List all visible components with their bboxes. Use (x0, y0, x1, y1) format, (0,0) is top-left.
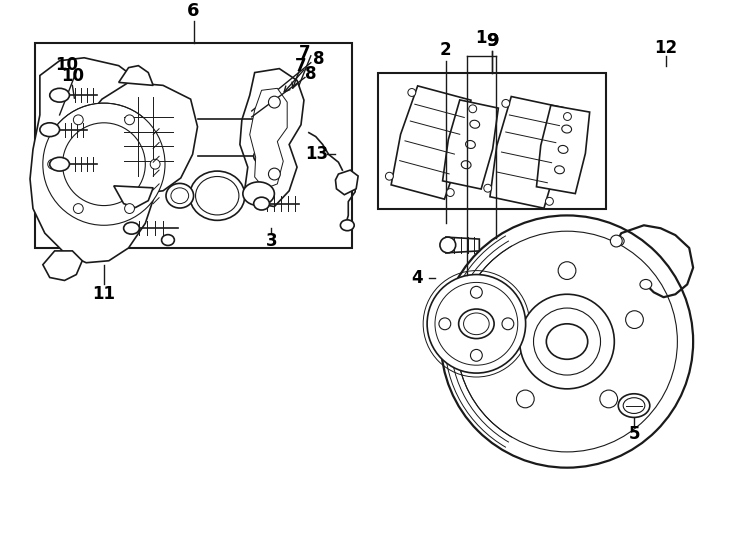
Ellipse shape (254, 148, 275, 164)
Ellipse shape (623, 398, 645, 414)
Circle shape (517, 390, 534, 408)
Circle shape (470, 349, 482, 361)
Polygon shape (490, 97, 565, 208)
Polygon shape (537, 105, 589, 193)
Ellipse shape (166, 184, 194, 208)
Ellipse shape (459, 309, 494, 339)
Text: 11: 11 (92, 285, 115, 303)
Circle shape (558, 262, 576, 280)
Circle shape (427, 274, 526, 373)
Ellipse shape (562, 125, 572, 133)
Ellipse shape (161, 235, 175, 246)
Circle shape (269, 168, 280, 180)
Polygon shape (391, 86, 471, 199)
Ellipse shape (640, 280, 652, 289)
Ellipse shape (254, 197, 269, 210)
Ellipse shape (558, 145, 568, 153)
Ellipse shape (465, 140, 476, 148)
Polygon shape (335, 170, 358, 195)
Text: 9: 9 (486, 32, 498, 50)
Text: 8: 8 (313, 50, 324, 68)
Circle shape (73, 204, 83, 213)
Text: 5: 5 (628, 425, 640, 443)
Ellipse shape (612, 236, 624, 246)
Circle shape (625, 310, 644, 328)
Polygon shape (30, 58, 161, 263)
Ellipse shape (171, 188, 189, 204)
Text: 6: 6 (187, 3, 200, 21)
Text: 3: 3 (266, 232, 277, 250)
Circle shape (491, 310, 509, 328)
Ellipse shape (618, 394, 650, 417)
Circle shape (611, 235, 622, 247)
Text: 2: 2 (440, 41, 451, 59)
Polygon shape (446, 237, 479, 253)
Ellipse shape (195, 177, 239, 215)
Bar (378, 72, 606, 208)
Text: 13: 13 (305, 145, 328, 163)
Ellipse shape (258, 114, 272, 124)
Circle shape (545, 198, 553, 205)
Polygon shape (114, 186, 153, 207)
Polygon shape (86, 83, 197, 194)
Ellipse shape (189, 171, 245, 220)
Circle shape (600, 390, 617, 408)
Circle shape (469, 105, 476, 113)
Circle shape (48, 159, 57, 169)
Circle shape (534, 308, 600, 375)
Circle shape (564, 112, 571, 120)
Circle shape (441, 215, 693, 468)
Circle shape (446, 188, 454, 197)
Ellipse shape (258, 151, 272, 161)
Circle shape (435, 282, 517, 365)
Circle shape (484, 184, 492, 192)
Ellipse shape (440, 237, 456, 253)
Ellipse shape (123, 222, 139, 234)
Circle shape (502, 318, 514, 330)
Ellipse shape (50, 157, 70, 171)
Text: 9: 9 (486, 32, 498, 50)
Circle shape (43, 103, 165, 225)
Text: 1: 1 (476, 29, 487, 47)
Circle shape (73, 115, 83, 125)
Polygon shape (443, 100, 498, 189)
Polygon shape (119, 66, 153, 85)
Polygon shape (250, 89, 287, 189)
Ellipse shape (254, 111, 275, 127)
Ellipse shape (341, 220, 355, 231)
Circle shape (408, 89, 415, 97)
Ellipse shape (555, 166, 564, 174)
Polygon shape (43, 251, 82, 280)
Circle shape (125, 204, 134, 213)
Text: 10: 10 (55, 56, 78, 73)
Ellipse shape (40, 123, 59, 137)
Text: 8: 8 (305, 65, 316, 83)
Circle shape (385, 172, 393, 180)
Circle shape (150, 159, 160, 169)
Text: 12: 12 (654, 39, 677, 57)
Text: 4: 4 (412, 268, 423, 287)
Circle shape (62, 123, 145, 206)
Ellipse shape (243, 182, 275, 206)
Polygon shape (240, 69, 304, 207)
Circle shape (439, 318, 451, 330)
Circle shape (520, 294, 614, 389)
Bar (35, 43, 352, 248)
Circle shape (502, 99, 509, 107)
Ellipse shape (470, 120, 479, 128)
Text: 7: 7 (295, 57, 307, 75)
Circle shape (269, 96, 280, 108)
Ellipse shape (50, 89, 70, 102)
Ellipse shape (464, 313, 489, 335)
Text: 7: 7 (299, 44, 310, 62)
Circle shape (125, 115, 134, 125)
Ellipse shape (461, 161, 471, 168)
Circle shape (470, 286, 482, 298)
Text: 10: 10 (61, 66, 84, 85)
Ellipse shape (546, 324, 588, 359)
